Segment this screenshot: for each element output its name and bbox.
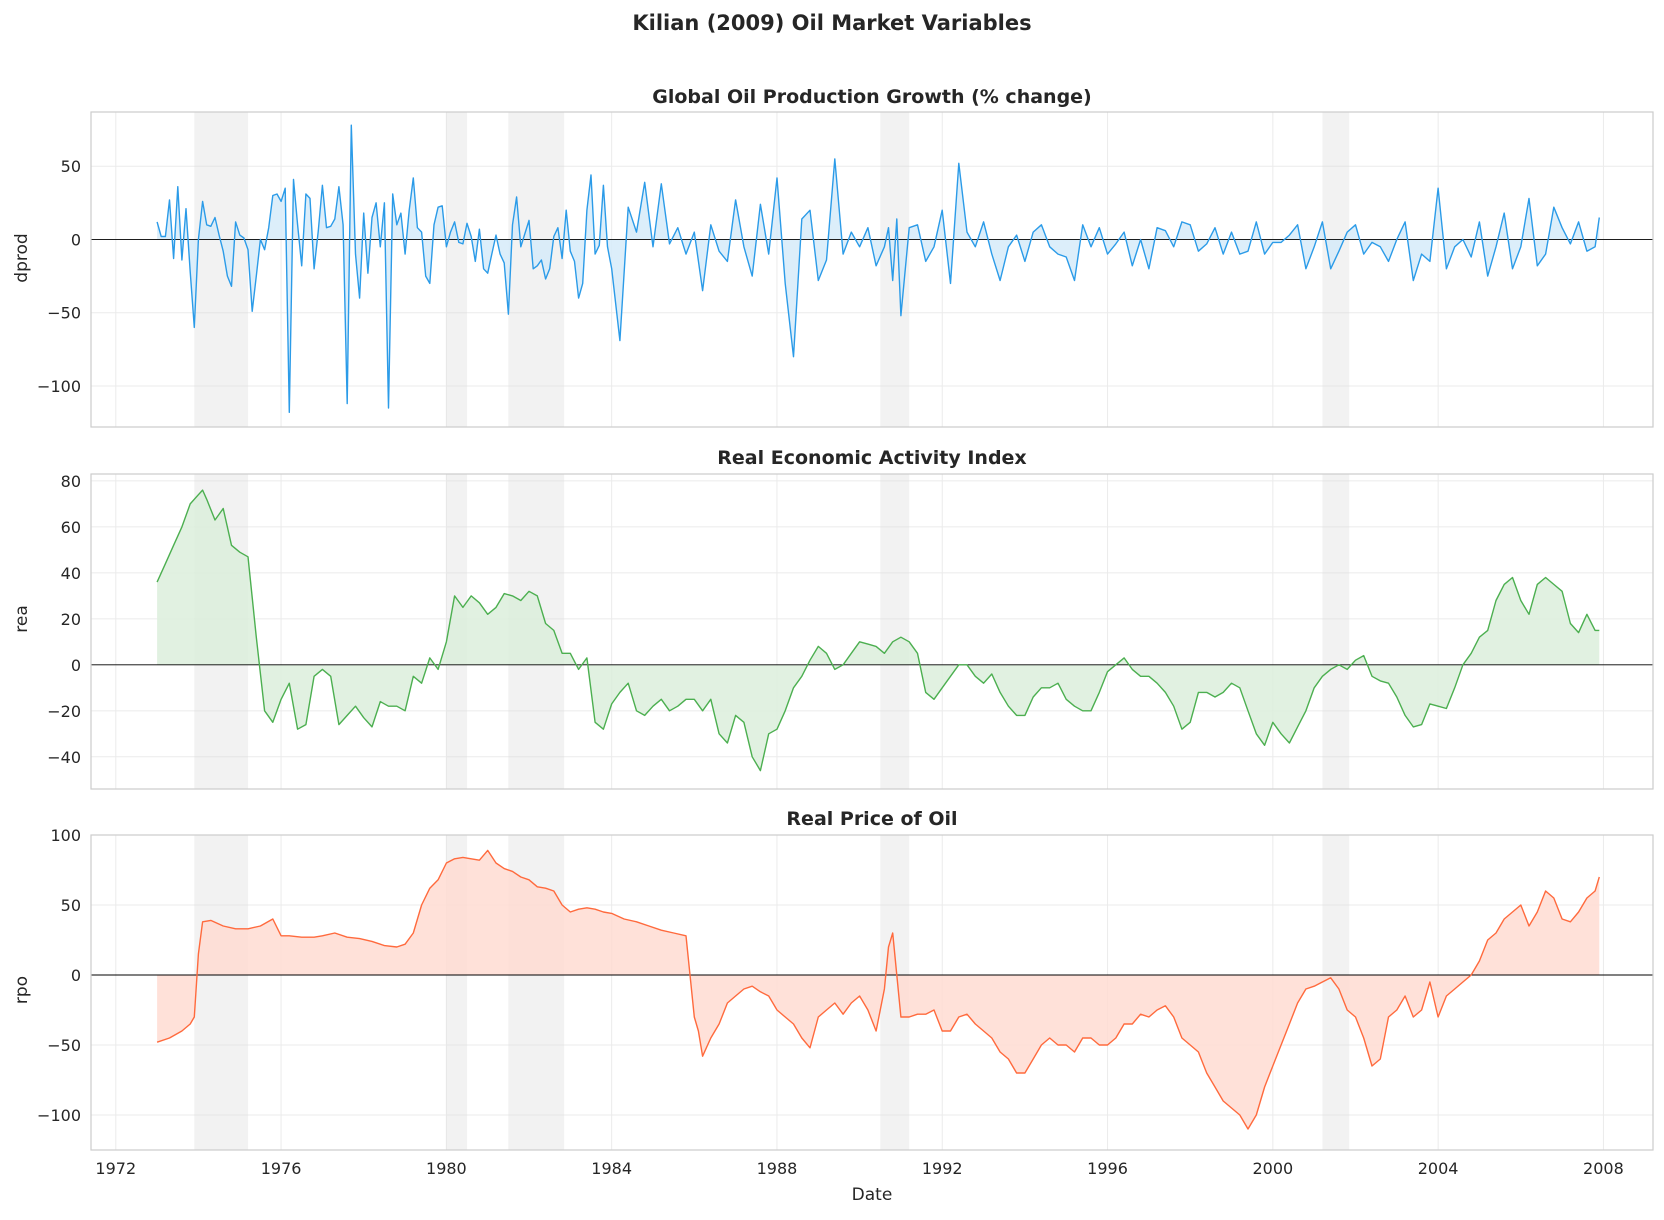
rpo-title: Real Price of Oil: [786, 808, 957, 830]
dprod-ytick-label: −100: [37, 377, 81, 396]
rea-panel: 80 60 40 20 0 −20 −40 Real Economic Activity I…: [12, 447, 1654, 790]
xtick-label: 1976: [261, 1159, 302, 1178]
rea-ytick-label: −20: [47, 702, 81, 721]
dprod-title: Global Oil Production Growth (% change): [652, 86, 1091, 108]
rea-ylabel: rea: [12, 605, 32, 633]
xtick-label: 1980: [426, 1159, 467, 1178]
dprod-shaded-period: [446, 112, 468, 427]
rpo-ytick-label: 50: [61, 896, 81, 915]
rpo-shaded-period: [194, 835, 249, 1150]
rpo-panel: 100 50 0 −50 −100 1972 1976 1980 1984 1988 1992 199…: [12, 808, 1654, 1205]
dprod-ytick-label: −50: [47, 304, 81, 323]
rpo-ytick-label: 100: [50, 826, 81, 845]
dprod-shaded-period: [1322, 112, 1350, 427]
dprod-shaded-period: [194, 112, 249, 427]
rea-ytick-label: 80: [61, 472, 81, 491]
rea-shaded-period: [880, 474, 910, 789]
rpo-ylabel: rpo: [12, 976, 32, 1004]
figure-title: Kilian (2009) Oil Market Variables: [632, 11, 1031, 35]
rea-ytick-label: 40: [61, 564, 81, 583]
xtick-label: 1988: [757, 1159, 798, 1178]
dprod-ytick-label: 0: [71, 230, 81, 249]
dprod-series-line: [156, 124, 1600, 413]
rea-ytick-label: 0: [71, 656, 81, 675]
rea-title: Real Economic Activity Index: [717, 447, 1026, 469]
xtick-label: 1992: [922, 1159, 963, 1178]
rea-ytick-label: 60: [61, 518, 81, 537]
xtick-label: 2004: [1418, 1159, 1459, 1178]
dprod-panel: 50 0 −50 −100 Global Oil Production Growth …: [12, 86, 1654, 428]
dprod-ytick-label: 50: [61, 157, 81, 176]
dprod-ylabel: dprod: [12, 233, 32, 282]
dprod-axes-frame: [90, 111, 1654, 428]
rea-ytick-label: −40: [47, 748, 81, 767]
dprod-plot-area: [91, 112, 1653, 427]
rpo-area: [157, 850, 1600, 1129]
rea-axes-frame: [90, 473, 1654, 790]
xtick-label: 2008: [1583, 1159, 1624, 1178]
rpo-series-line: [156, 849, 1600, 1130]
dprod-shaded-period: [508, 112, 565, 427]
xtick-label: 1996: [1087, 1159, 1128, 1178]
rea-shaded-period: [1322, 474, 1350, 789]
x-axis-label: Date: [852, 1185, 893, 1205]
rpo-ytick-label: −100: [37, 1106, 81, 1125]
rea-plot-area: [91, 474, 1653, 789]
rpo-axes-frame: [90, 834, 1654, 1151]
xtick-label: 1972: [95, 1159, 136, 1178]
rea-series-line: [156, 489, 1600, 772]
rpo-ytick-label: −50: [47, 1036, 81, 1055]
rpo-ytick-label: 0: [71, 966, 81, 985]
xtick-label: 1984: [591, 1159, 632, 1178]
xtick-label: 2000: [1252, 1159, 1293, 1178]
rea-ytick-label: 20: [61, 610, 81, 629]
